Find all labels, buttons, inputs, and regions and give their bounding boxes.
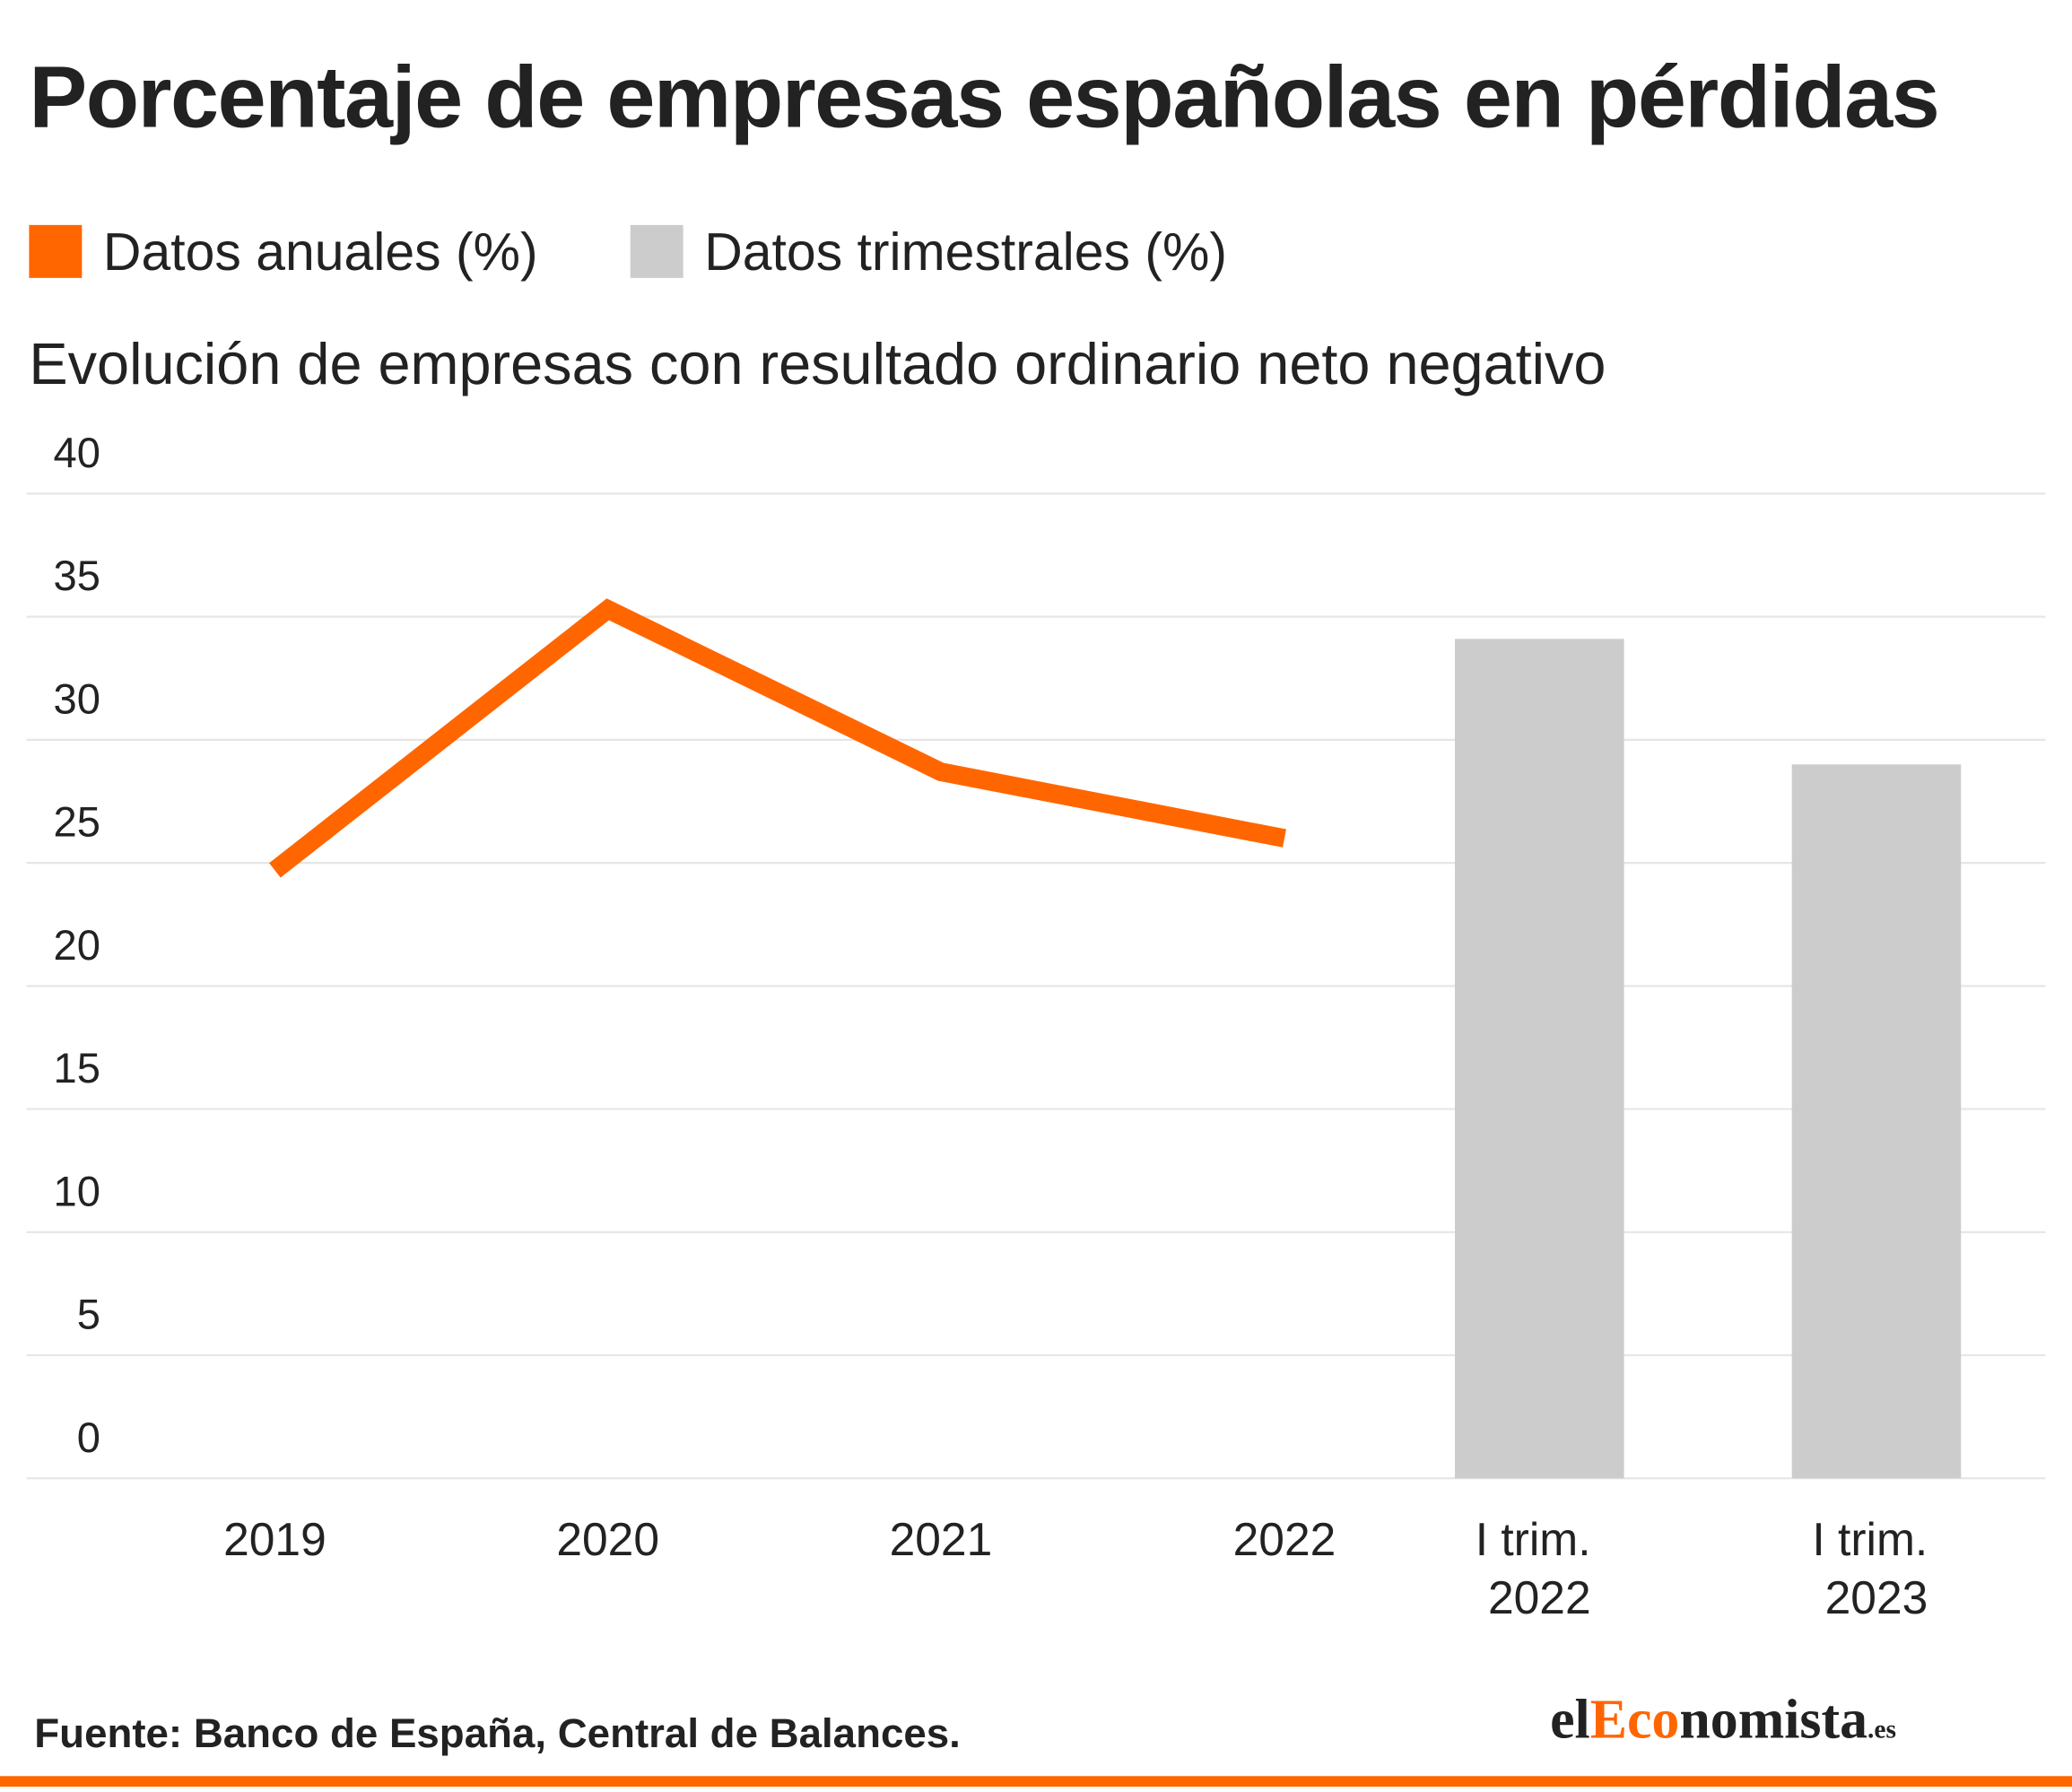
logo-part: .es — [1867, 1715, 1896, 1744]
x-tick-label: 2022 — [1233, 1513, 1336, 1565]
y-tick-label: 0 — [77, 1414, 100, 1461]
x-tick-line: 2022 — [1488, 1571, 1591, 1623]
x-tick-label: 2020 — [556, 1513, 659, 1565]
x-tick-line: I trim. — [1476, 1513, 1604, 1565]
bar — [1455, 639, 1624, 1479]
legend-swatch — [630, 224, 683, 278]
y-tick-label: 20 — [54, 921, 100, 969]
legend-swatch — [29, 224, 83, 278]
x-tick-label: 2021 — [890, 1513, 993, 1565]
x-tick-line: 2023 — [1825, 1571, 1928, 1623]
legend-label: Datos trimestrales (%) — [704, 223, 1227, 282]
y-tick-label: 10 — [54, 1167, 100, 1214]
logo-part: el — [1550, 1689, 1590, 1750]
y-tick-label: 35 — [54, 552, 100, 599]
y-tick-label: 40 — [54, 429, 100, 476]
bar — [1791, 764, 1962, 1479]
x-tick-label: I trim. 2022 — [1476, 1513, 1604, 1623]
chart-title: Porcentaje de empresas españolas en pérd… — [29, 48, 1938, 146]
y-tick-label: 15 — [54, 1044, 100, 1092]
chart-subtitle: Evolución de empresas con resultado ordi… — [29, 331, 1606, 396]
logo-part: nomista — [1679, 1689, 1867, 1750]
y-tick-label: 5 — [77, 1290, 100, 1337]
y-tick-label: 25 — [54, 798, 100, 846]
x-tick-line: I trim. — [1812, 1513, 1940, 1565]
x-tick-label: I trim. 2023 — [1812, 1513, 1940, 1623]
logo: elEconomista.es — [1550, 1689, 1896, 1750]
line — [269, 598, 1286, 878]
x-tick-label: 2019 — [223, 1513, 326, 1565]
footer-rule — [0, 1776, 2072, 1788]
legend-label: Datos anuales (%) — [103, 223, 538, 282]
source: Fuente: Banco de España, Central de Bala… — [34, 1710, 961, 1756]
y-tick-label: 30 — [54, 674, 100, 722]
logo-part: Eco — [1590, 1689, 1680, 1750]
